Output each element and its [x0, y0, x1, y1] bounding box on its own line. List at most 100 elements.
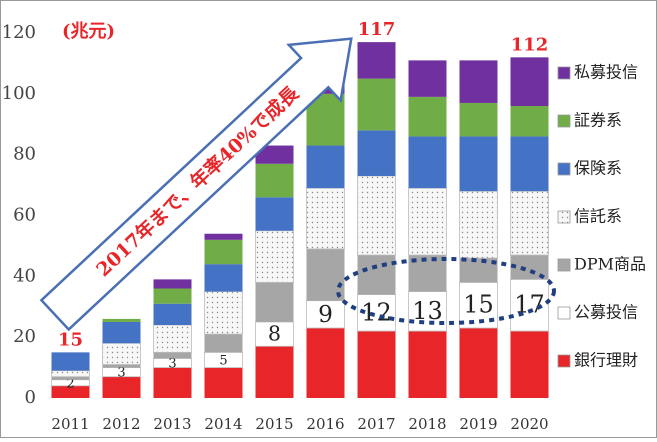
highlight-ellipse [336, 257, 556, 325]
bar-segment [204, 264, 243, 292]
bar-segment [102, 376, 141, 398]
legend-label: DPM商品 [574, 255, 646, 274]
bar-segment [459, 60, 498, 103]
x-tick-label: 2016 [306, 415, 344, 433]
y-tick-label: 60 [13, 205, 36, 226]
bar-segment [510, 136, 549, 192]
bar-segment [204, 291, 243, 335]
bar-segment [255, 321, 294, 347]
x-tick-label: 2015 [255, 415, 293, 433]
legend-swatch [557, 306, 571, 320]
arrow-shape [39, 37, 353, 332]
bar-segment [459, 136, 498, 192]
x-tick-label: 2011 [51, 415, 89, 433]
total-label: 15 [58, 329, 83, 350]
bar-segment [153, 288, 192, 304]
bar-segment [459, 328, 498, 398]
y-tick-label: 120 [2, 22, 36, 43]
bar-segment [102, 342, 141, 365]
bar-segment [153, 303, 192, 325]
bar-segment [306, 328, 345, 398]
value-label: 12 [361, 298, 392, 326]
x-tick-label: 2017 [357, 415, 395, 433]
bar-segment [357, 42, 396, 79]
bar-segment [408, 136, 447, 189]
y-tick-label: 100 [2, 83, 36, 104]
bar-segment [510, 57, 549, 106]
bar-segment [510, 106, 549, 137]
bar-segment [357, 130, 396, 176]
bar-segment [306, 187, 345, 250]
bar-segment [51, 385, 90, 398]
bar-segment [459, 190, 498, 259]
bar-segment [153, 324, 192, 353]
bar-segment [102, 318, 141, 322]
value-label: 5 [219, 353, 227, 368]
bar-segment [153, 279, 192, 289]
legend-swatch [557, 210, 571, 224]
legend-swatch [557, 162, 571, 176]
value-label: 2 [66, 376, 74, 391]
bar-segment [510, 190, 549, 256]
value-label: 13 [412, 297, 443, 325]
bar-segment [255, 282, 294, 322]
bar-segment [204, 239, 243, 265]
bar-segment [306, 248, 345, 301]
bar-segment [153, 367, 192, 398]
bar-segment [153, 352, 192, 359]
legend-swatch [557, 114, 571, 128]
bar-segment [51, 352, 90, 371]
bar-segment [204, 334, 243, 353]
value-label: 15 [463, 291, 494, 319]
bar-segment [357, 331, 396, 398]
bar-segment [204, 233, 243, 240]
x-tick-label: 2019 [459, 415, 497, 433]
bar-segment [357, 175, 396, 256]
bar-segment [255, 163, 294, 198]
legend-label: 信託系 [574, 207, 622, 226]
x-tick-label: 2020 [510, 415, 548, 433]
y-tick-label: 80 [13, 144, 36, 165]
y-tick-label: 20 [13, 326, 36, 347]
bar-segment [102, 367, 141, 378]
legend-label: 公募投信 [574, 303, 638, 322]
legend-label: 銀行理財 [574, 351, 638, 370]
bar-segment [510, 331, 549, 398]
value-label: 3 [168, 357, 176, 372]
total-label: 112 [511, 34, 549, 55]
bar-segment [408, 187, 447, 256]
bar-segment [408, 96, 447, 137]
bar-segment [357, 78, 396, 131]
value-label: 8 [268, 322, 281, 346]
bar-segment [255, 230, 294, 283]
y-tick-label: 40 [13, 265, 36, 286]
legend-swatch [557, 66, 571, 80]
y-unit: (兆元) [62, 21, 115, 42]
bar-segment [102, 321, 141, 344]
bar-segment [357, 255, 396, 295]
bar-segment [408, 60, 447, 97]
bar-segment [255, 197, 294, 231]
x-tick-label: 2012 [102, 415, 140, 433]
bar-segment [255, 145, 294, 164]
bar-segment [306, 300, 345, 329]
bar-segment [459, 258, 498, 283]
bar-segment [459, 102, 498, 137]
legend-swatch [557, 258, 571, 272]
legend-label: 証券系 [574, 111, 622, 130]
bar-segment [510, 278, 549, 332]
x-tick-label: 2013 [153, 415, 191, 433]
y-tick-label: 0 [25, 387, 36, 408]
bar-segment [102, 364, 141, 368]
value-label: 9 [318, 301, 333, 328]
legend-label: 保険系 [574, 159, 622, 178]
total-label: 117 [358, 19, 396, 40]
bar-segment [408, 331, 447, 398]
legend-swatch [557, 354, 571, 368]
bar-segment [51, 370, 90, 378]
x-tick-label: 2014 [204, 415, 242, 433]
bar-segment [306, 145, 345, 189]
bar-segment [51, 376, 90, 380]
bar-segment [204, 367, 243, 398]
